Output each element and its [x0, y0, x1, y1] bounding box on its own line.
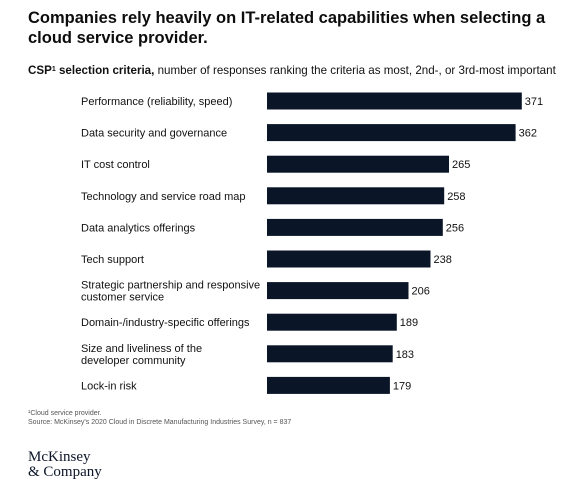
bar-9 [267, 376, 390, 394]
footnotes: ¹Cloud service provider. Source: McKinse… [28, 409, 548, 427]
subtitle-lead-suffix: selection criteria, [55, 64, 155, 77]
bar-0 [267, 92, 522, 110]
subtitle-rest: number of responses ranking the criteria… [154, 64, 556, 77]
category-label-8-line-0: Size and liveliness of the [81, 343, 202, 355]
bar-6 [267, 282, 409, 300]
category-label-7: Domain-/industry-specific offerings [81, 317, 250, 329]
value-label-2: 265 [452, 159, 470, 171]
logo-line-1: McKinsey [28, 449, 91, 465]
bar-2 [267, 155, 449, 173]
value-label-0: 371 [525, 96, 543, 108]
value-label-7: 189 [400, 317, 418, 329]
value-label-6: 206 [412, 286, 430, 298]
category-label-0: Performance (reliability, speed) [81, 96, 232, 108]
value-label-1: 362 [519, 128, 537, 140]
category-label-1: Data security and governance [81, 128, 227, 140]
category-label-2: IT cost control [81, 159, 150, 171]
chart-title: Companies rely heavily on IT-related cap… [28, 9, 546, 47]
bar-7 [267, 313, 397, 331]
bar-chart: 371 Performance (reliability, speed) 362 Da… [81, 92, 543, 394]
value-label-9: 179 [393, 380, 411, 392]
category-label-4: Data analytics offerings [81, 222, 196, 234]
category-label-5: Tech support [81, 254, 144, 266]
chart-subtitle: CSP1 selection criteria, number of respo… [28, 64, 563, 78]
bar-1 [267, 124, 516, 142]
logo-line-2: & Company [28, 464, 102, 480]
category-label-8-line-1: developer community [81, 355, 186, 367]
mckinsey-logo: McKinsey & Company [28, 450, 102, 480]
category-label-9: Lock-in risk [81, 380, 137, 392]
footnote-source: Source: McKinsey's 2020 Cloud in Discret… [28, 419, 292, 426]
value-label-5: 238 [434, 254, 452, 266]
category-label-6-line-1: customer service [81, 292, 164, 304]
value-label-8: 183 [396, 349, 414, 361]
subtitle-lead-abbrev: CSP [28, 64, 52, 77]
category-label-3: Technology and service road map [81, 191, 245, 203]
footnote-marker: 1 [51, 66, 56, 73]
bar-8 [267, 345, 393, 363]
bar-3 [267, 187, 445, 205]
value-label-4: 256 [446, 222, 464, 234]
value-label-3: 258 [447, 191, 465, 203]
bar-4 [267, 218, 443, 236]
subtitle-lead: CSP1 selection criteria, [28, 64, 154, 77]
category-label-6-line-0: Strategic partnership and responsive [81, 280, 260, 292]
footnote-csp: ¹Cloud service provider. [28, 410, 102, 417]
bar-5 [267, 250, 431, 268]
